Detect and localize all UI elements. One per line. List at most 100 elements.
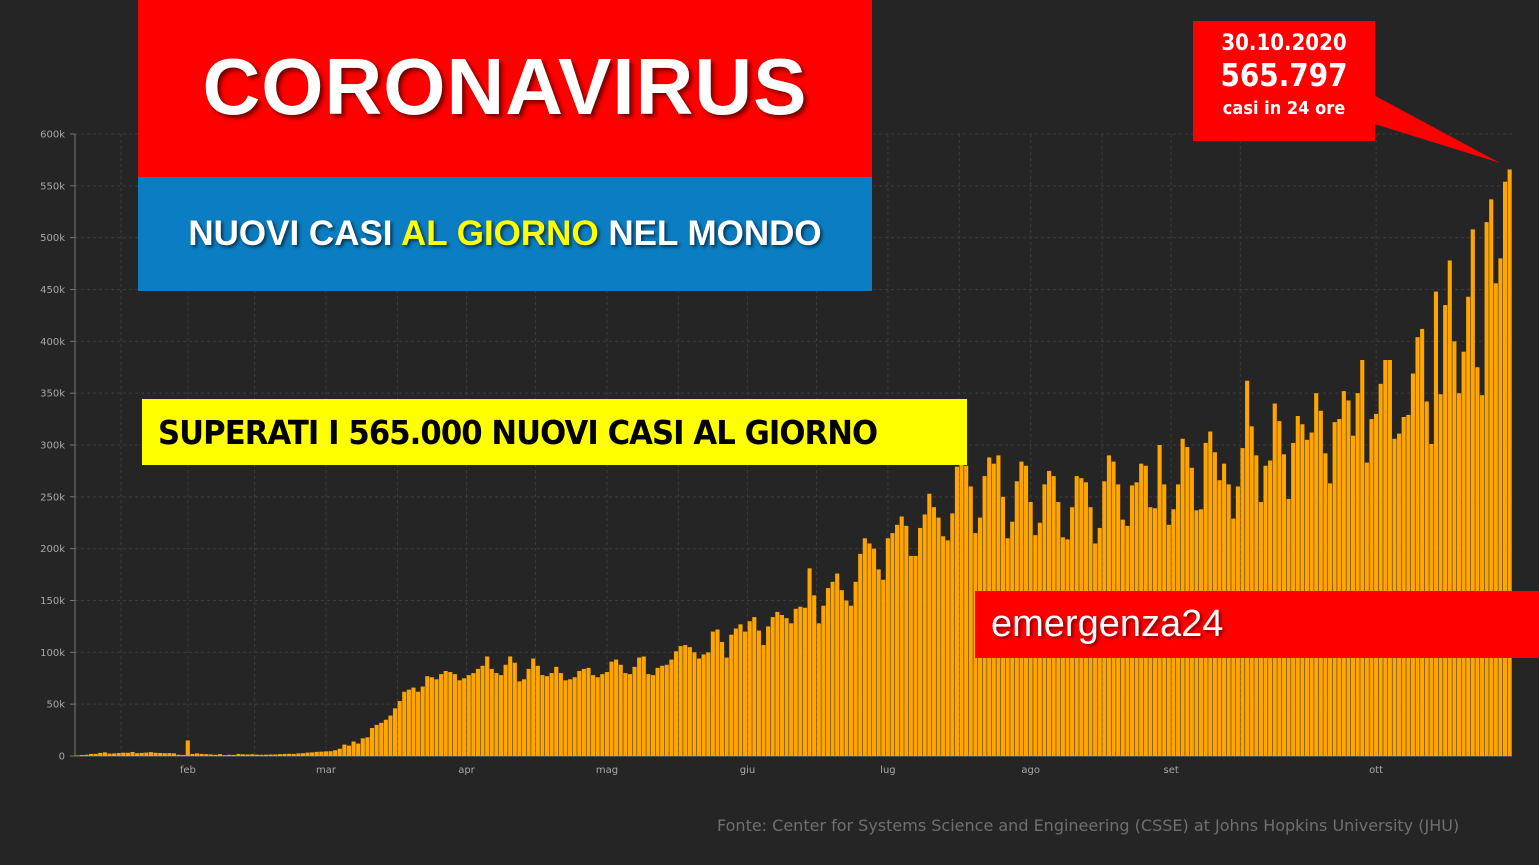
- bar: [959, 462, 964, 756]
- bar: [669, 659, 674, 756]
- bar: [521, 679, 527, 756]
- bar: [388, 715, 393, 756]
- bar: [107, 753, 112, 756]
- bar: [498, 675, 504, 756]
- brand-logo-text: emergenza24: [991, 603, 1224, 645]
- bar: [816, 623, 821, 756]
- bar: [1355, 393, 1360, 756]
- bar: [1314, 393, 1319, 756]
- bar: [941, 536, 946, 756]
- bar: [673, 651, 679, 756]
- bar: [1466, 296, 1471, 756]
- bar: [591, 675, 596, 756]
- bar: [300, 753, 305, 756]
- axes: [70, 133, 1512, 757]
- subtitle-part1: NUOVI CASI: [188, 214, 401, 253]
- bar: [254, 754, 259, 756]
- bar: [936, 517, 941, 756]
- bar: [752, 617, 757, 756]
- bar: [871, 548, 877, 756]
- bar: [812, 595, 817, 756]
- bar: [931, 507, 936, 756]
- bar: [1272, 403, 1277, 756]
- bar: [743, 631, 748, 756]
- bar: [540, 675, 545, 756]
- callout-date: 30.10.2020: [1221, 31, 1347, 56]
- bar: [913, 555, 918, 756]
- bar: [618, 664, 623, 756]
- bar: [595, 677, 600, 756]
- bar: [1484, 222, 1489, 756]
- bar: [766, 626, 771, 756]
- y-tick-label: 0: [59, 752, 65, 763]
- bar: [779, 615, 784, 756]
- bar: [346, 745, 352, 756]
- bar: [425, 676, 430, 756]
- bar: [660, 665, 665, 756]
- bar: [379, 722, 384, 756]
- bar: [738, 624, 743, 756]
- bar: [724, 657, 729, 756]
- bar: [802, 607, 808, 756]
- bar: [1479, 395, 1485, 756]
- bar: [365, 737, 370, 756]
- subtitle: NUOVI CASI AL GIORNO NEL MONDO: [188, 214, 821, 254]
- bar: [199, 753, 204, 756]
- bar: [475, 668, 481, 756]
- brand-box: emergenza24: [975, 591, 1539, 658]
- bar: [222, 755, 227, 756]
- bar: [171, 753, 177, 756]
- bar: [1295, 415, 1300, 756]
- y-tick-label: 100k: [40, 648, 65, 659]
- bar: [835, 573, 840, 756]
- bar: [747, 621, 752, 756]
- bar: [807, 568, 812, 756]
- bar: [485, 656, 490, 756]
- x-tick-label: mar: [316, 765, 337, 776]
- bar: [1456, 393, 1462, 756]
- bar: [968, 486, 973, 756]
- bar: [213, 754, 218, 756]
- bar: [637, 657, 642, 756]
- y-tick-label: 200k: [40, 544, 65, 555]
- bar: [112, 753, 117, 756]
- bar: [1318, 410, 1323, 756]
- bar: [604, 672, 609, 756]
- bar: [489, 668, 494, 756]
- bar: [328, 751, 333, 756]
- bar: [277, 754, 282, 756]
- bar: [217, 754, 223, 756]
- bar: [333, 750, 338, 756]
- bar: [927, 493, 932, 756]
- bar: [231, 754, 236, 756]
- y-tick-label: 450k: [40, 285, 65, 296]
- bar: [1337, 419, 1342, 756]
- bar: [904, 525, 909, 756]
- subtitle-highlight: AL GIORNO: [400, 214, 599, 253]
- bar: [549, 673, 554, 756]
- bar: [798, 606, 803, 756]
- bar: [282, 753, 287, 756]
- bar: [250, 754, 255, 756]
- bar: [729, 634, 734, 756]
- bar: [310, 752, 315, 756]
- bar: [761, 645, 766, 756]
- bar: [641, 656, 646, 756]
- bar: [692, 652, 697, 756]
- bar: [793, 608, 798, 756]
- bar: [337, 748, 342, 756]
- bar: [135, 753, 140, 756]
- bar: [227, 754, 232, 756]
- x-tick-label: feb: [180, 765, 196, 776]
- bar: [885, 538, 890, 756]
- bar: [821, 605, 826, 756]
- source-credit: Fonte: Center for Systems Science and En…: [717, 816, 1460, 835]
- bar: [121, 752, 126, 756]
- bar: [116, 753, 121, 756]
- bar: [770, 617, 775, 756]
- bar: [572, 677, 577, 756]
- bar: [259, 754, 264, 756]
- bar: [448, 672, 453, 756]
- record-banner-text: SUPERATI I 565.000 NUOVI CASI AL GIORNO: [158, 412, 878, 452]
- bar: [125, 752, 130, 756]
